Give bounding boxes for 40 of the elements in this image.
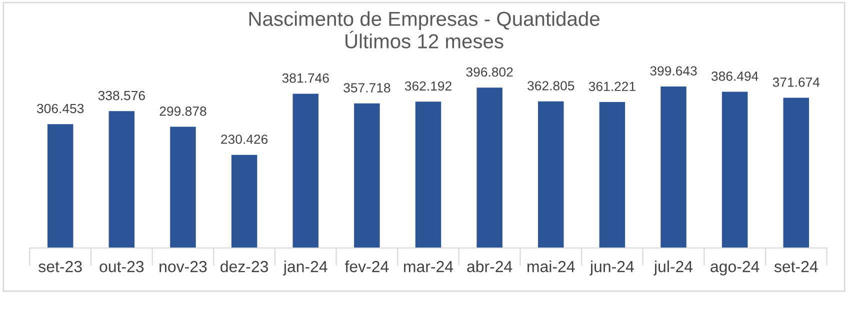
bar [292, 94, 318, 248]
data-label: 381.746 [282, 73, 329, 83]
bar [476, 88, 502, 248]
data-label: 362.192 [404, 81, 452, 91]
x-tick-label: jul-24 [654, 260, 693, 276]
x-tick-label: abr-24 [467, 260, 512, 272]
x-tick-label: fev-24 [344, 260, 389, 272]
data-label: 338.576 [98, 90, 145, 100]
bar [538, 101, 564, 248]
data-label: 361.221 [588, 82, 636, 92]
x-tick-label: out-23 [100, 260, 144, 272]
bar [722, 92, 748, 248]
data-label: 357.718 [344, 83, 390, 92]
x-tick-label: ago-24 [710, 260, 760, 276]
x-tick-label: mai-24 [528, 260, 575, 272]
data-label: 362.805 [528, 81, 574, 90]
x-tick-label: mar-24 [404, 260, 454, 272]
bar [170, 126, 196, 248]
bar [354, 103, 380, 248]
data-label: 396.802 [466, 67, 513, 77]
bar [415, 102, 442, 248]
bar [47, 124, 74, 248]
data-label: 386.494 [711, 72, 758, 81]
data-label: 306.453 [36, 104, 84, 114]
bar [783, 98, 810, 248]
x-tick-label: dez-23 [220, 260, 268, 272]
x-tick-label: set-23 [38, 260, 82, 272]
x-tick-label: nov-23 [160, 260, 207, 272]
bar [231, 154, 258, 248]
data-label: 371.674 [772, 77, 820, 87]
data-label: 299.878 [160, 106, 206, 116]
chart-title: Nascimento de Empresas - Quantidade Últimos 12 meses [249, 11, 600, 48]
data-label: 230.426 [221, 134, 268, 144]
bar [599, 102, 626, 248]
bar [660, 86, 686, 248]
x-tick-label: jan-24 [283, 260, 328, 276]
x-tick-label: set-24 [774, 260, 818, 272]
data-label: 399.643 [650, 66, 697, 76]
bar [108, 111, 135, 248]
x-tick-label: jun-24 [590, 260, 634, 276]
